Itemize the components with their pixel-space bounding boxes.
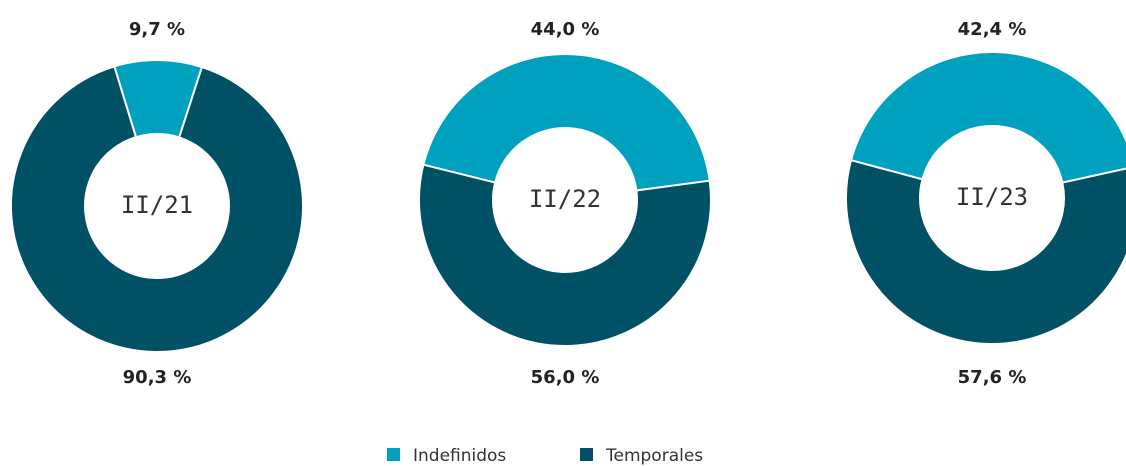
value-label: 90,3 % [123,367,192,388]
center-label: II/21 [121,191,193,219]
donut-slice [422,53,711,192]
center-label: II/22 [529,185,601,213]
donut-slice [845,158,1126,345]
donut-slice [849,51,1126,184]
value-label: 9,7 % [129,19,185,40]
donut-slice [418,163,712,347]
value-label: 57,6 % [958,367,1027,388]
center-label: II/23 [956,183,1028,211]
donut-slice [10,65,304,353]
legend-label: Temporales [605,446,703,466]
legend-swatch [387,448,400,461]
value-label: 44,0 % [531,19,600,40]
value-label: 42,4 % [958,19,1027,40]
value-label: 56,0 % [531,367,600,388]
legend-swatch [580,448,593,461]
legend-label: Indefinidos [413,446,506,466]
